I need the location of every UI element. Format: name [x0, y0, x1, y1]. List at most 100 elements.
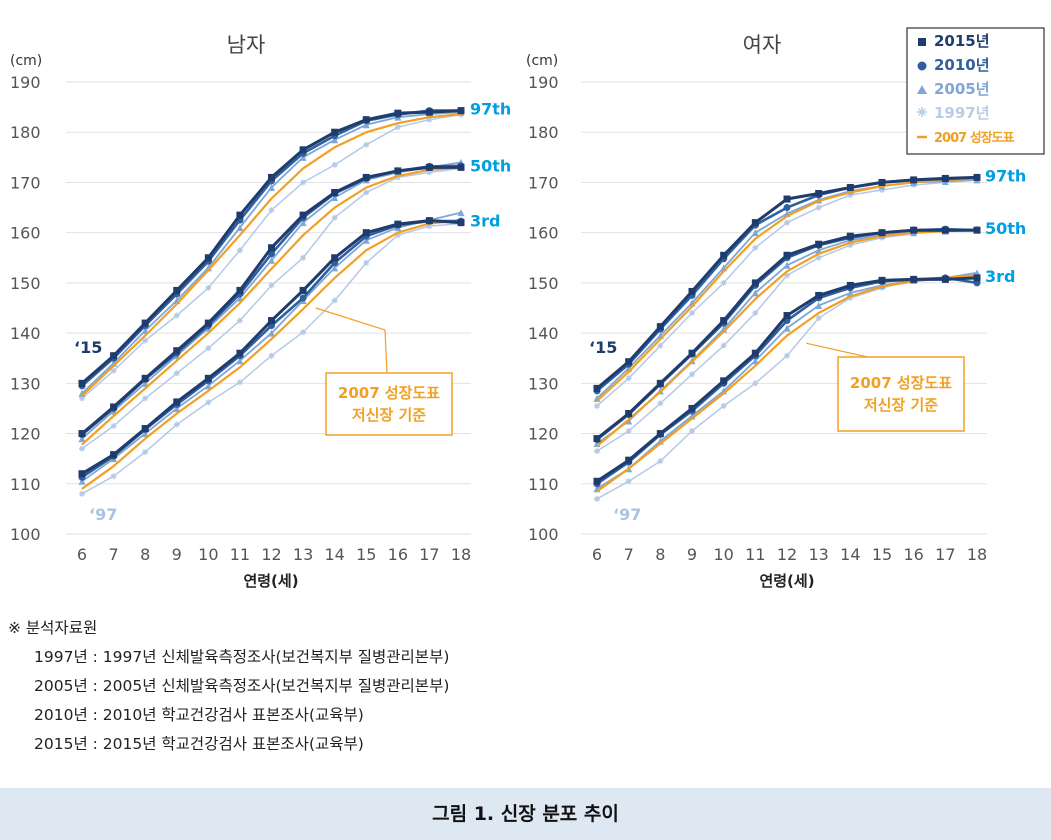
data-point [173, 404, 181, 412]
chart-panel-male: 남자 (cm) 100 110 120 130 140 150 160 170 180 190 6 7 8 9… [10, 33, 511, 590]
data-point [141, 319, 149, 327]
tag-2015: ‘15 [589, 338, 617, 357]
x-tick-label: 18 [967, 545, 987, 564]
data-point [625, 358, 633, 366]
data-point [815, 301, 823, 309]
x-tick-label: 14 [840, 545, 860, 564]
y-tick-label: 190 [10, 73, 41, 92]
data-point [299, 211, 307, 219]
legend-label: 2015년 [934, 32, 990, 50]
x-tick-label: 18 [451, 545, 471, 564]
data-point [394, 124, 401, 131]
data-point [268, 329, 275, 337]
data-point [331, 254, 339, 262]
x-axis-label: 연령(세) [759, 572, 814, 590]
x-axis-label: 연령(세) [243, 572, 298, 590]
data-point [941, 226, 949, 234]
data-point [657, 458, 664, 465]
data-point [815, 246, 823, 254]
y-tick-label: 170 [528, 173, 559, 192]
x-tick-label: 15 [356, 545, 376, 564]
legend-label: 2010년 [934, 56, 990, 74]
data-point [973, 173, 981, 181]
x-tick-label: 10 [713, 545, 733, 564]
note-line-2015: 2015년 : 2015년 학교건강검사 표본조사(교육부) [34, 735, 364, 753]
x-tick-label: 8 [655, 545, 665, 564]
data-point [141, 430, 149, 438]
percentile-label-3rd: 3rd [985, 267, 1015, 286]
data-point [815, 204, 822, 211]
data-point [142, 337, 149, 344]
annotation-text-line1: 2007 성장도표 [850, 374, 952, 392]
y-tick-label: 150 [10, 274, 41, 293]
data-point [815, 254, 822, 261]
data-point [78, 477, 86, 485]
tag-1997: ‘97 [613, 505, 641, 524]
y-axis-unit: (cm) [526, 53, 558, 69]
data-point [689, 310, 695, 317]
data-point [593, 384, 601, 392]
series-growth [81, 113, 462, 490]
data-point [362, 236, 370, 244]
data-point [688, 349, 696, 357]
data-point [331, 194, 339, 202]
data-point [847, 192, 854, 198]
data-point [299, 294, 307, 302]
y-tick-label: 130 [10, 374, 41, 393]
data-point [425, 163, 433, 171]
data-point [331, 136, 339, 144]
data-point [205, 345, 212, 352]
data-point [268, 207, 275, 214]
annotation-leader [315, 307, 388, 374]
legend-star-icon [917, 107, 927, 117]
data-point [363, 259, 370, 266]
tag-1997: ‘97 [89, 505, 117, 524]
data-point [141, 425, 149, 433]
data-point [656, 323, 664, 331]
x-tick-label: 16 [388, 545, 408, 564]
y-tick-label: 140 [10, 324, 41, 343]
data-point [236, 317, 243, 324]
data-point [656, 379, 664, 387]
data-point [784, 219, 790, 226]
data-point [331, 214, 338, 221]
y-tick-label: 110 [10, 475, 41, 494]
x-tick-label: 13 [808, 545, 828, 564]
series-s1997 [79, 111, 464, 497]
data-point [331, 188, 339, 196]
data-point [752, 244, 759, 251]
data-point [846, 289, 854, 297]
data-point [331, 264, 339, 272]
data-point [110, 423, 117, 430]
note-line-2010: 2010년 : 2010년 학교건강검사 표본조사(교육부) [34, 706, 364, 724]
data-point [625, 456, 633, 464]
x-tick-label: 13 [293, 545, 313, 564]
legend-label: 2007 성장도표 [934, 130, 1015, 146]
x-tick-label: 16 [903, 545, 923, 564]
data-point [425, 108, 433, 116]
x-tick-label: 9 [687, 545, 697, 564]
data-point [625, 417, 633, 425]
data-point [426, 223, 433, 230]
x-tick-label: 11 [230, 545, 250, 564]
y-tick-label: 170 [10, 173, 41, 192]
y-tick-label: 110 [528, 475, 559, 494]
annotation-text-line1: 2007 성장도표 [338, 384, 440, 402]
data-point [783, 324, 791, 332]
x-tick-label: 6 [592, 545, 602, 564]
data-point [142, 395, 149, 402]
legend-label: 2005년 [934, 80, 990, 98]
data-point [236, 379, 243, 386]
height-distribution-charts: 남자 (cm) 100 110 120 130 140 150 160 170 180 190 6 7 8 9… [10, 27, 1045, 590]
data-point [268, 244, 275, 252]
data-point [751, 289, 759, 297]
y-tick-label: 160 [10, 224, 41, 243]
data-point [78, 470, 86, 478]
data-point [299, 153, 307, 161]
data-point [173, 347, 181, 355]
x-tick-label: 14 [324, 545, 344, 564]
data-point [236, 357, 244, 365]
data-point [656, 430, 664, 438]
data-point [815, 240, 823, 248]
data-point [268, 173, 275, 181]
